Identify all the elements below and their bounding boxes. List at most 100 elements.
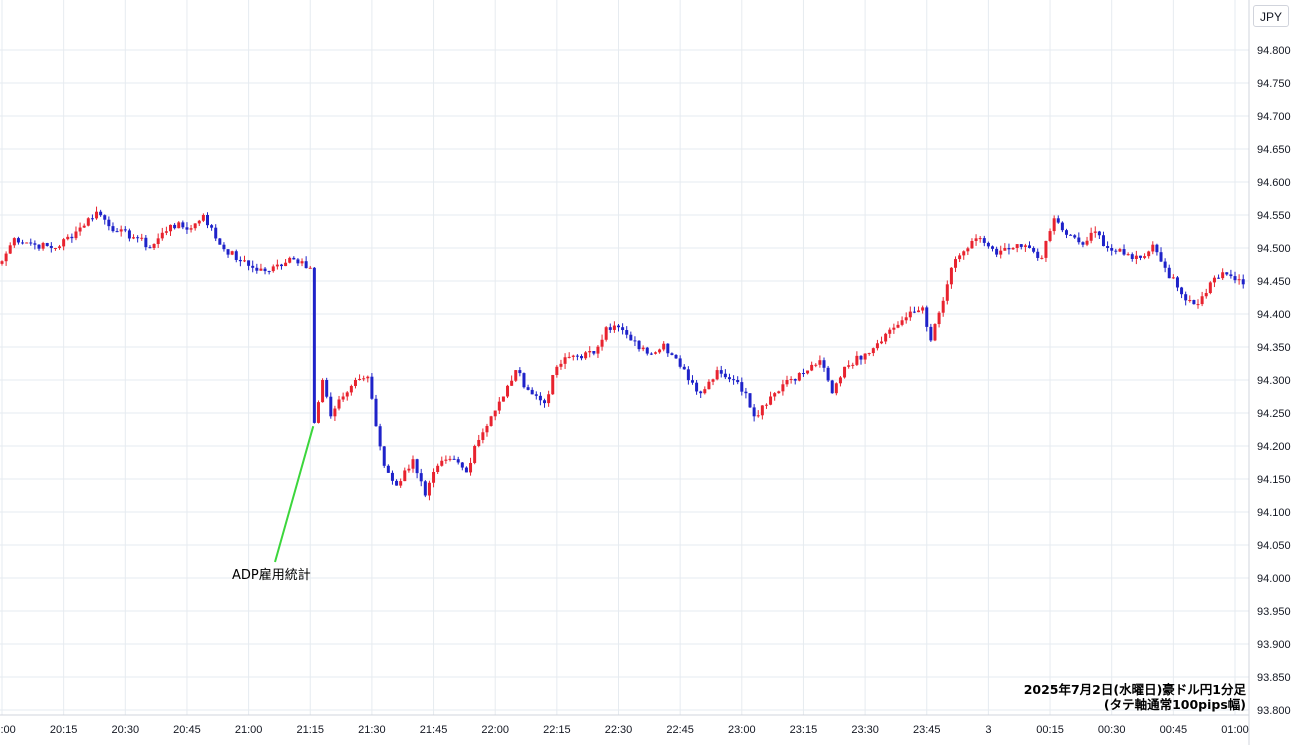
candle-body (452, 458, 456, 460)
candle-body (933, 324, 937, 341)
candle-body (880, 341, 884, 344)
candle-body (1122, 249, 1126, 255)
candle-body (547, 394, 551, 404)
candle-body (991, 246, 995, 249)
candle-body (662, 343, 666, 350)
candle-body (600, 339, 604, 347)
candle-body (764, 404, 768, 406)
candle-body (403, 470, 407, 482)
y-tick-label: 94.600 (1257, 177, 1291, 189)
candle-body (259, 268, 263, 271)
candle-body (555, 366, 559, 376)
candle-body (760, 405, 764, 416)
candle-body (744, 391, 748, 394)
candle-body (686, 369, 690, 381)
candle-body (33, 243, 37, 245)
candle-body (941, 300, 945, 313)
candle-body (567, 356, 571, 358)
candle-body (477, 439, 481, 446)
candle-body (781, 384, 785, 392)
candle-body (25, 242, 29, 244)
candle-body (95, 211, 99, 219)
candle-body (1233, 276, 1237, 281)
candle-body (1077, 237, 1081, 243)
candle-body (45, 243, 49, 246)
candle-body (296, 259, 300, 264)
candle-body (707, 381, 711, 390)
currency-label[interactable]: JPY (1253, 5, 1289, 27)
candle-body (1212, 277, 1216, 283)
candle-body (456, 459, 460, 463)
candle-body (838, 377, 842, 384)
candle-body (382, 446, 386, 466)
candle-body (1015, 244, 1019, 248)
candle-body (267, 271, 271, 273)
annotation-label: ADP雇用統計 (232, 568, 311, 583)
candle-body (982, 238, 986, 243)
x-tick-label: 21:15 (296, 724, 324, 736)
candle-body (674, 354, 678, 359)
candle-body (247, 260, 251, 266)
candle-body (312, 267, 316, 423)
candle-body (793, 379, 797, 381)
candle-body (1064, 230, 1068, 235)
candle-body (132, 237, 136, 239)
candle-body (563, 357, 567, 364)
candle-body (1036, 251, 1040, 258)
candle-body (177, 222, 181, 229)
y-tick-label: 94.000 (1257, 573, 1291, 585)
candle-body (954, 259, 958, 268)
candle-body (596, 346, 600, 354)
candle-body (493, 410, 497, 417)
candle-body (86, 218, 90, 226)
candle-body (929, 326, 933, 341)
candle-body (206, 215, 209, 226)
candle-body (284, 262, 288, 267)
candle-body (497, 401, 501, 411)
candle-body (0, 261, 4, 264)
x-tick-label: 20:00 (0, 724, 16, 736)
candle-body (559, 363, 563, 367)
candle-body (703, 389, 707, 394)
candle-body (12, 238, 16, 246)
candle-body (690, 380, 694, 383)
candle-body (275, 264, 279, 267)
candle-body (1040, 257, 1044, 259)
candle-body (949, 267, 953, 285)
candle-body (300, 261, 304, 264)
candle-body (288, 257, 292, 263)
candle-body (1118, 249, 1122, 252)
candle-body (1208, 282, 1212, 294)
candle-body (530, 389, 534, 395)
candle-body (1044, 240, 1048, 258)
candle-body (345, 392, 349, 397)
candle-body (908, 311, 912, 318)
x-tick-label: 22:30 (605, 724, 633, 736)
candle-body (1204, 293, 1208, 297)
x-tick-label: 20:45 (173, 724, 201, 736)
candle-body (1167, 267, 1171, 279)
candle-body (584, 352, 588, 359)
candle-body (234, 251, 238, 260)
candle-body (588, 351, 592, 353)
candle-body (411, 459, 415, 469)
candle-body (637, 340, 641, 350)
candle-body (436, 465, 440, 472)
candle-body (173, 224, 177, 229)
y-tick-label: 94.150 (1257, 474, 1291, 486)
candle-body (1138, 255, 1142, 258)
candle-body (970, 241, 974, 249)
candle-body (695, 382, 699, 392)
candle-body (621, 327, 625, 331)
candle-body (534, 394, 538, 396)
candle-body (1225, 272, 1229, 275)
candle-body (658, 349, 662, 353)
candle-body (1060, 222, 1064, 231)
candle-body (978, 238, 982, 240)
candle-body (1073, 235, 1077, 238)
y-tick-label: 94.700 (1257, 111, 1291, 123)
candle-body (719, 370, 723, 374)
candle-body (399, 481, 403, 486)
candle-body (1155, 244, 1159, 253)
